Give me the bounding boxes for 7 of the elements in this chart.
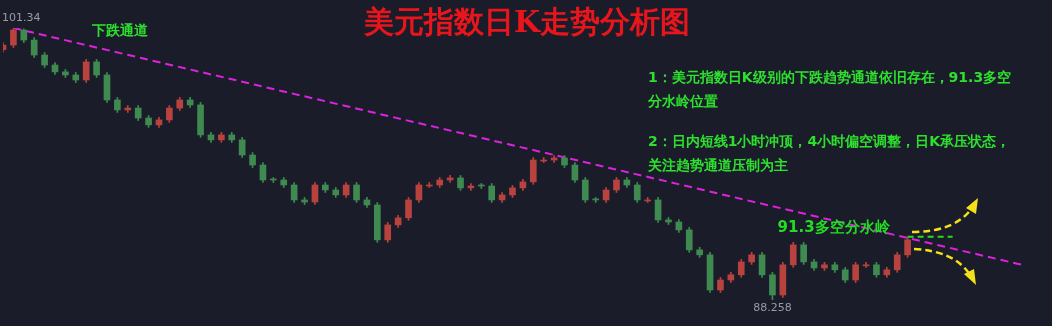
chart-title: 美元指数日K走势分析图 xyxy=(362,3,691,39)
ref-line-label: 91.3多空分水岭 xyxy=(777,218,891,237)
annotation: 下跌通道 xyxy=(91,21,149,38)
annotation: 2：日内短线1小时冲顶，4小时偏空调整，日K承压状态，关注趋势通道压制为主 xyxy=(647,132,1011,173)
annotation: 1：美元指数日K级别的下跌趋势通道依旧存在，91.3多空分水岭位置 xyxy=(647,68,1012,109)
annotation: 88.258 xyxy=(753,301,792,315)
annotation: 101.34 xyxy=(2,11,41,25)
